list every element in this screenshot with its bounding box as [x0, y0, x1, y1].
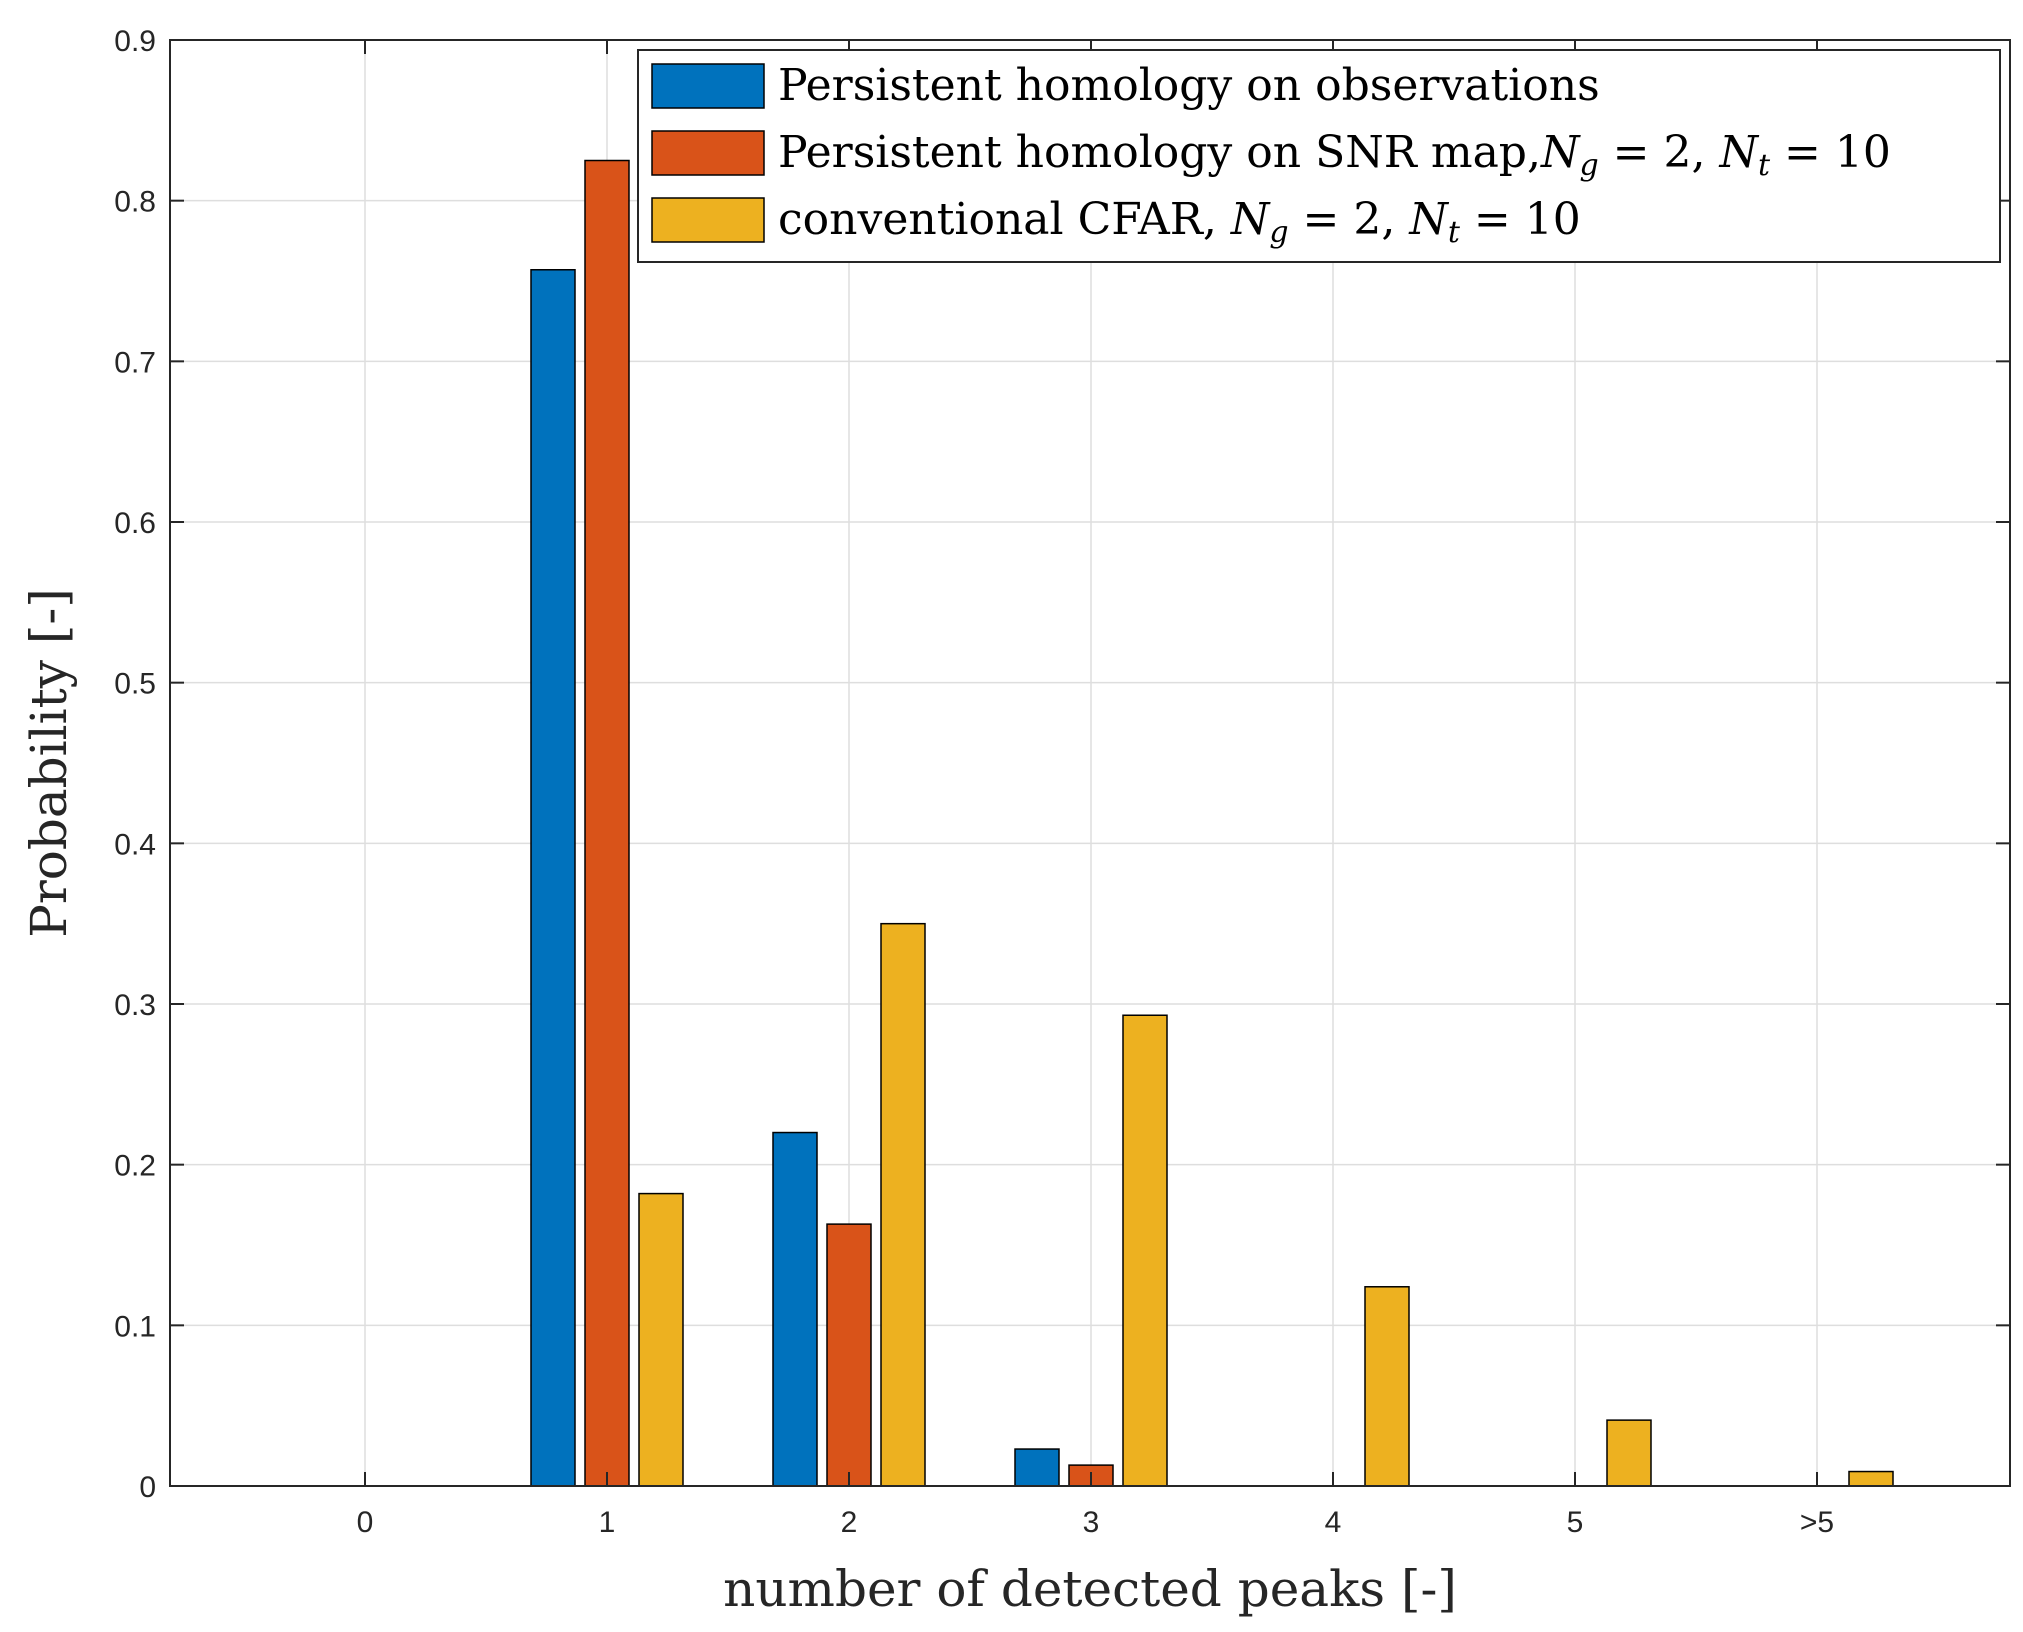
y-tick-label: 0.9: [114, 25, 156, 58]
legend-math-n1: N: [1540, 127, 1581, 178]
bar-observations-1: [530, 269, 576, 1487]
x-tick-label: 1: [599, 1506, 616, 1539]
x-tick-label: 0: [357, 1506, 374, 1539]
bar-cfar-6: [1848, 1470, 1894, 1487]
bar-snr-map-1: [584, 159, 630, 1487]
plot-area: [170, 40, 2010, 1486]
y-tick-label: 0.1: [114, 1310, 156, 1343]
legend-math-g: g: [1579, 148, 1598, 183]
bar-cfar-3: [1122, 1014, 1168, 1487]
x-tick-label: 3: [1083, 1506, 1100, 1539]
bar-cfar-4: [1364, 1286, 1410, 1487]
y-tick-label: 0.2: [114, 1150, 156, 1183]
y-tick-label: 0: [139, 1471, 156, 1504]
legend-cfar-math-eq2: = 10: [1460, 194, 1581, 245]
legend-swatch-snr-map: [651, 130, 765, 176]
y-tick-label: 0.7: [114, 346, 156, 379]
legend-cfar-math-t: t: [1448, 215, 1461, 250]
y-tick-label: 0.3: [114, 989, 156, 1022]
bar-snr-map-2: [826, 1223, 872, 1487]
legend-cfar-math-eq1: = 2,: [1289, 194, 1410, 245]
y-tick-label: 0.6: [114, 507, 156, 540]
x-tick-labels: 0 1 2 3 4 5 >5: [357, 1506, 1834, 1539]
legend-box: [637, 49, 2001, 263]
legend-math-eq2: = 10: [1770, 127, 1891, 178]
legend-label-snr-map: Persistent homology on SNR map,Ng = 2, N…: [778, 127, 1891, 183]
y-tick-label: 0.8: [114, 186, 156, 219]
legend-math-eq1: = 2,: [1599, 127, 1720, 178]
legend-label-cfar: conventional CFAR, Ng = 2, Nt = 10: [778, 194, 1581, 250]
legend-cfar-math-n2: N: [1408, 194, 1449, 245]
x-tick-label: >5: [1800, 1506, 1834, 1539]
bar-cfar-2: [880, 922, 926, 1487]
legend-cfar-math-n1: N: [1230, 194, 1271, 245]
bar-cfar-1: [638, 1192, 684, 1487]
x-tick-label: 5: [1567, 1506, 1584, 1539]
x-tick-label: 4: [1325, 1506, 1342, 1539]
y-tick-label: 0.4: [114, 828, 156, 861]
legend: Persistent homology on observations Pers…: [637, 49, 2001, 263]
bar-observations-2: [772, 1131, 818, 1487]
y-tick-labels: 0 0.1 0.2 0.3 0.4 0.5 0.6 0.7 0.8 0.9: [114, 25, 156, 1504]
legend-swatch-observations: [651, 63, 765, 109]
legend-cfar-math-g: g: [1269, 215, 1288, 250]
x-axis-title: number of detected peaks [-]: [723, 1560, 1457, 1618]
legend-label-cfar-text: conventional CFAR,: [778, 194, 1231, 245]
y-tick-label: 0.5: [114, 668, 156, 701]
y-axis-title: Probability [-]: [20, 588, 78, 938]
bar-observations-3: [1014, 1448, 1060, 1487]
legend-swatch-cfar: [651, 197, 765, 243]
legend-math-n2: N: [1718, 127, 1759, 178]
bar-cfar-5: [1606, 1419, 1652, 1487]
x-tick-label: 2: [841, 1506, 858, 1539]
legend-label-snr-map-text: Persistent homology on SNR map,: [778, 127, 1541, 178]
bars-group: [530, 159, 1894, 1487]
legend-label-observations: Persistent homology on observations: [778, 60, 1600, 111]
legend-math-t: t: [1758, 148, 1771, 183]
